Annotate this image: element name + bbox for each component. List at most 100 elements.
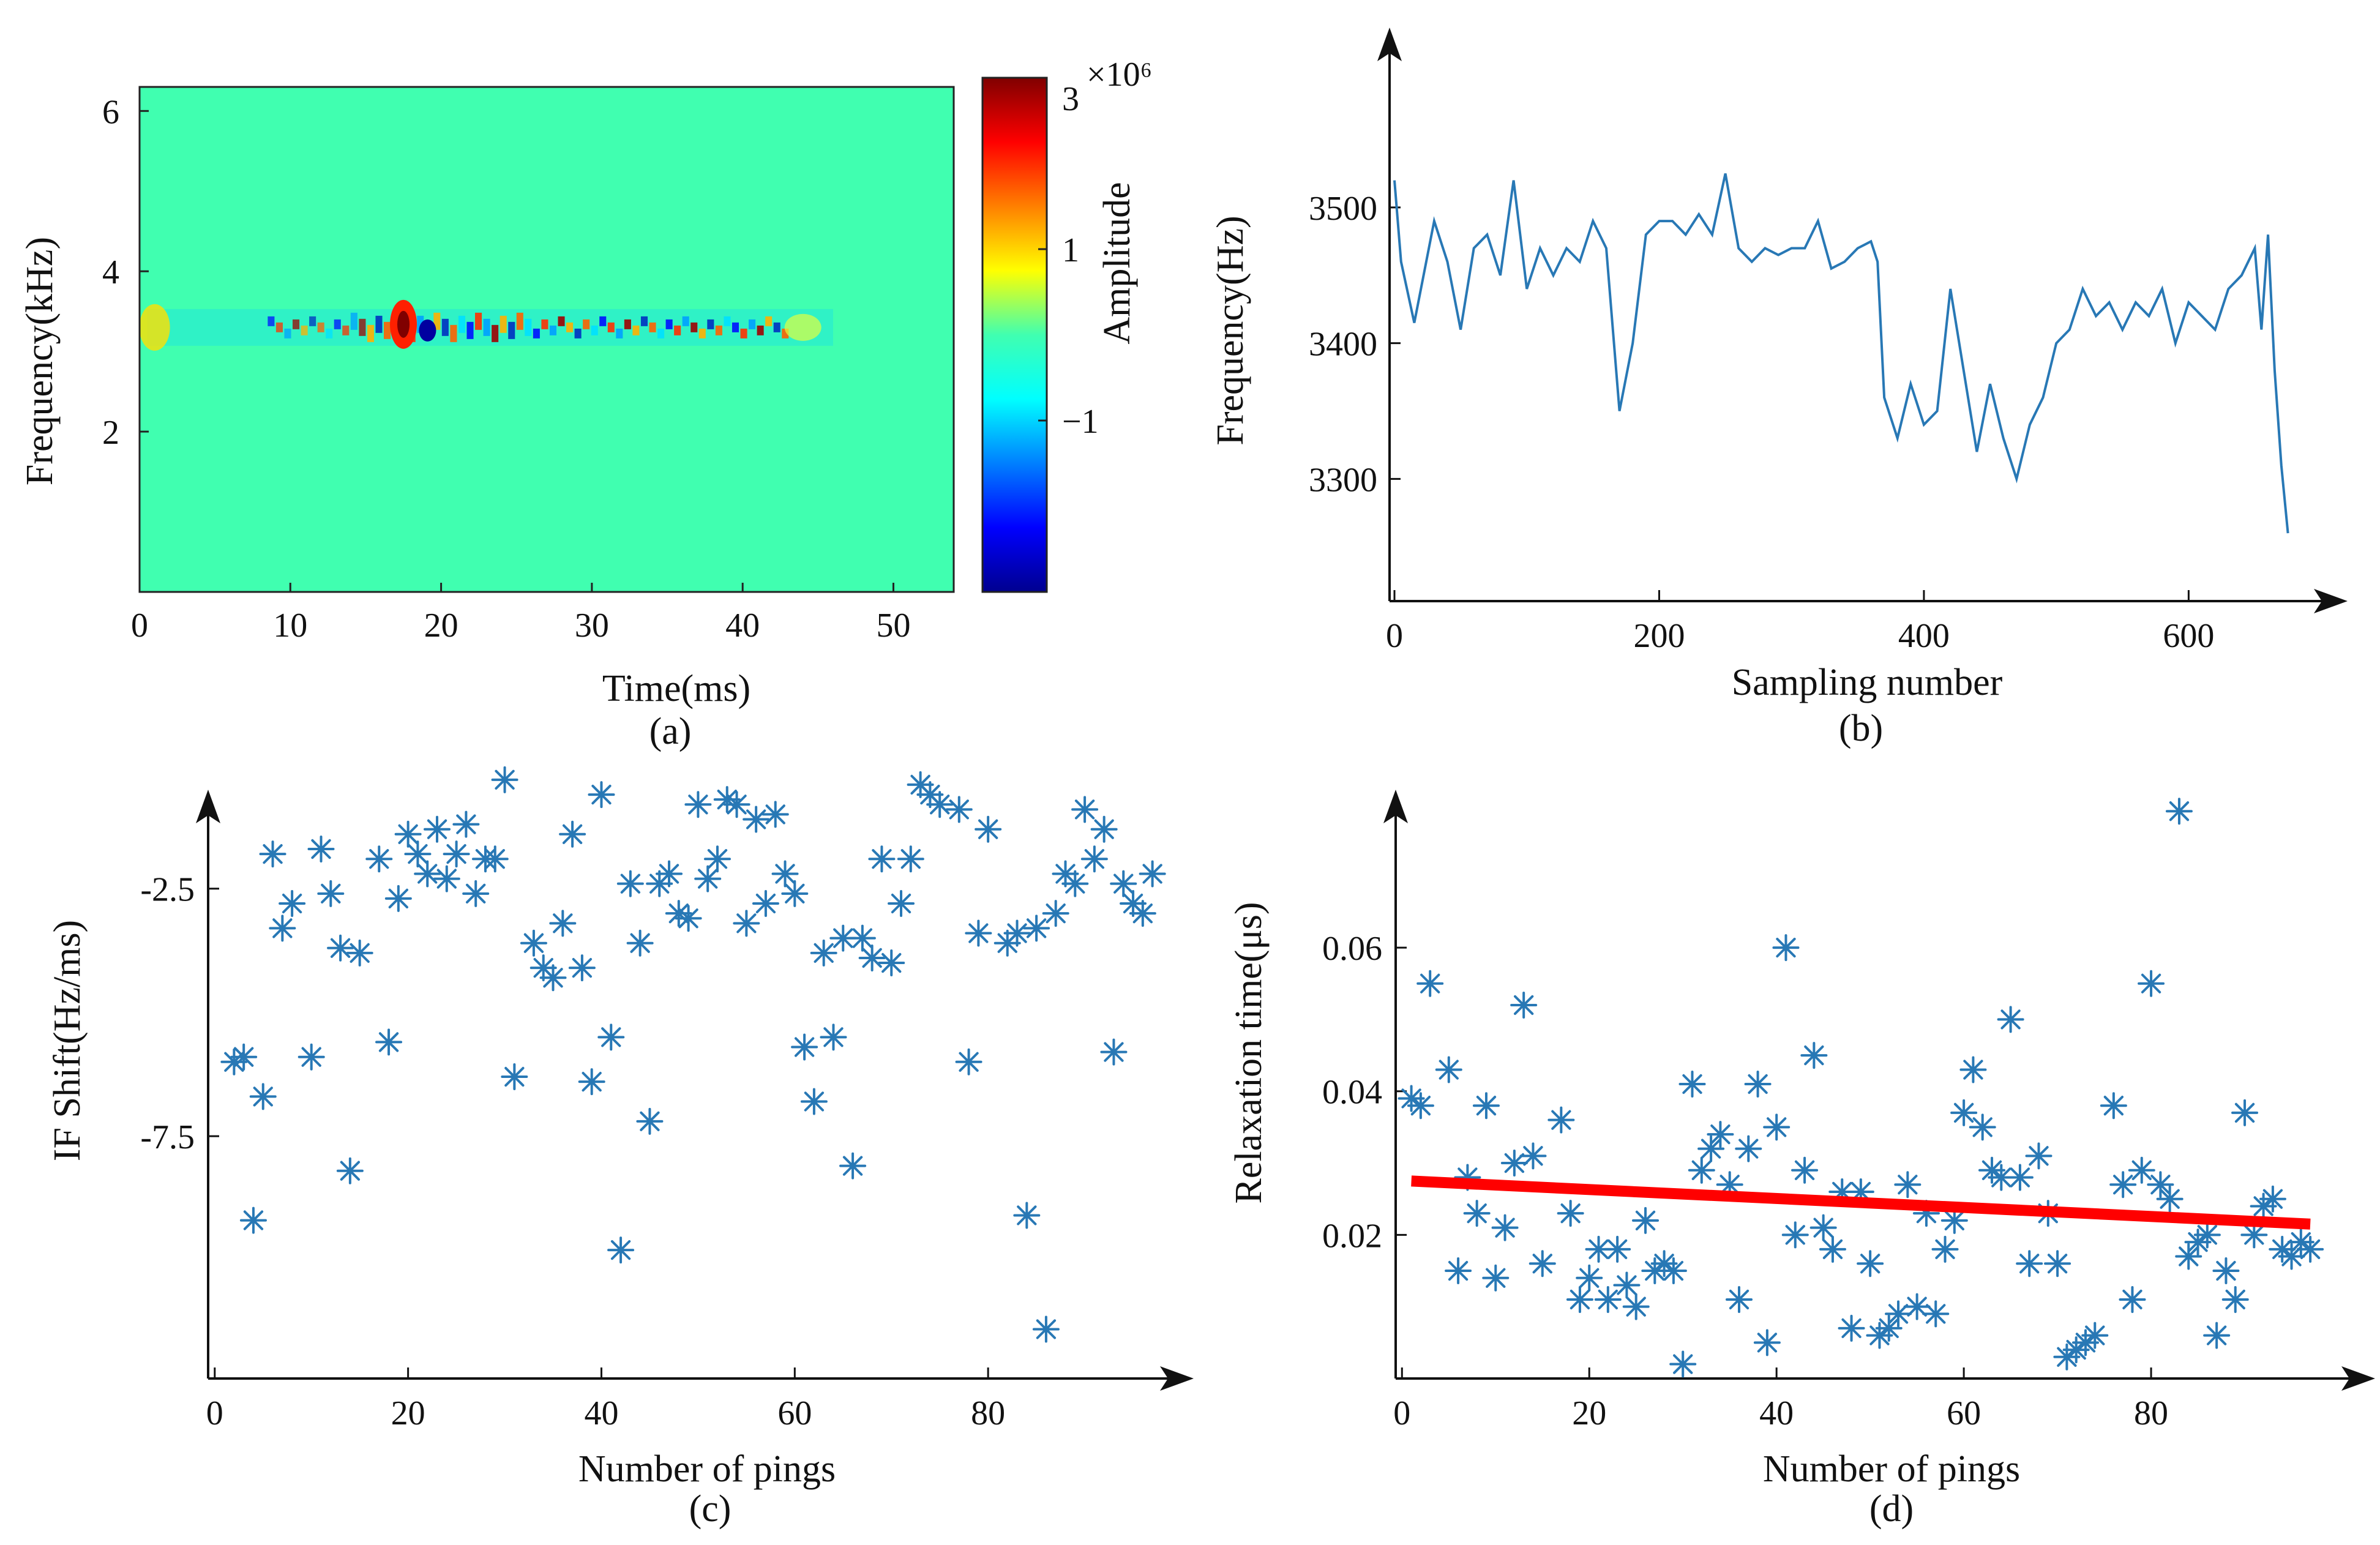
asterisk-stroke	[1532, 1254, 1552, 1274]
d-xtick-label: 40	[1759, 1394, 1794, 1432]
d-point	[2203, 1322, 2231, 1349]
band-stripe	[384, 321, 391, 339]
band-stripe	[715, 325, 722, 335]
asterisk-stroke	[1879, 1318, 1899, 1339]
b-xtick-label: 600	[2163, 617, 2214, 655]
d-fit-line	[1411, 1175, 2311, 1230]
c-point	[1071, 796, 1099, 823]
c-point	[694, 865, 722, 892]
asterisk-stroke	[1953, 1102, 1974, 1123]
c-xtick-label: 20	[391, 1394, 425, 1432]
d-ytick-label: 0.06	[1322, 930, 1382, 968]
c-point	[549, 910, 577, 937]
d-point	[1978, 1156, 2006, 1184]
c-point	[336, 1157, 364, 1184]
band-stripe	[649, 322, 656, 332]
a-ylabel: Frequency(kHz)	[19, 237, 61, 485]
c-point	[848, 924, 876, 952]
asterisk-stroke	[1626, 1296, 1646, 1317]
c-point	[578, 1068, 605, 1096]
d-point	[1632, 1206, 1660, 1234]
asterisk-stroke	[321, 883, 341, 903]
band-end-blob	[784, 313, 821, 341]
b-xtick-label: 0	[1386, 617, 1403, 655]
asterisk-stroke	[1074, 799, 1095, 820]
asterisk-stroke	[900, 849, 921, 869]
d-point	[1519, 1142, 1547, 1170]
asterisk-stroke	[833, 928, 853, 948]
asterisk-stroke	[1673, 1354, 1693, 1374]
band-stripe	[591, 325, 598, 335]
d-point	[1435, 1056, 1462, 1083]
asterisk-stroke	[959, 1052, 979, 1072]
asterisk-stroke	[717, 790, 737, 810]
asterisk-stroke	[2029, 1146, 2049, 1166]
band-stripe	[317, 322, 324, 332]
b-ytick-label: 3400	[1309, 326, 1377, 364]
c-point	[636, 1107, 664, 1135]
asterisk-stroke	[553, 913, 573, 933]
d-y-arrow	[1383, 790, 1408, 823]
d-point	[1800, 1042, 1828, 1069]
c-point	[249, 1083, 277, 1110]
asterisk-stroke	[2206, 1325, 2227, 1345]
d-point	[1744, 1071, 1772, 1098]
c-point	[607, 1236, 635, 1264]
asterisk-stroke	[1123, 893, 1143, 914]
c-caption: (c)	[689, 1488, 732, 1530]
c-point	[443, 840, 470, 868]
c-point	[1042, 900, 1069, 927]
band-stripe	[466, 321, 474, 339]
d-point	[1903, 1293, 1931, 1320]
band-stripe	[533, 328, 540, 339]
asterisk-stroke	[234, 1047, 254, 1067]
band-stripe	[632, 325, 640, 335]
asterisk-stroke	[1514, 995, 1534, 1016]
asterisk-stroke	[2169, 801, 2190, 821]
c-point	[317, 880, 345, 907]
band-stripe	[707, 319, 714, 329]
asterisk-stroke	[1701, 1139, 1721, 1159]
band-stripe	[698, 328, 706, 339]
c-point	[394, 820, 422, 848]
d-point	[1959, 1056, 1987, 1083]
asterisk-stroke	[1860, 1254, 1880, 1274]
asterisk-stroke	[755, 893, 776, 914]
d-point	[2193, 1221, 2221, 1249]
band-stripe	[342, 325, 350, 335]
d-point	[1725, 1285, 1753, 1313]
band-stripe	[433, 312, 441, 330]
asterisk-stroke	[620, 874, 640, 894]
asterisk-stroke	[311, 839, 331, 859]
band-stripe	[516, 312, 523, 330]
c-point	[1032, 1315, 1060, 1343]
d-point	[2147, 1171, 2174, 1199]
asterisk-stroke	[340, 1161, 361, 1181]
b-xlabel: Sampling number	[1732, 662, 2003, 703]
a-xtick-label: 10	[273, 607, 307, 645]
asterisk-stroke	[1869, 1325, 1890, 1345]
asterisk-stroke	[2141, 973, 2161, 993]
d-point	[1688, 1156, 1715, 1184]
asterisk-stroke	[582, 1071, 602, 1092]
band-stripe	[740, 328, 747, 339]
d-point	[1931, 1235, 1959, 1263]
c-point	[733, 910, 760, 937]
asterisk-stroke	[823, 1027, 844, 1047]
asterisk-stroke	[1113, 874, 1134, 894]
b-ytick-label: 3300	[1309, 461, 1377, 499]
asterisk-stroke	[698, 869, 718, 889]
asterisk-stroke	[398, 824, 418, 844]
band-stripe	[500, 315, 507, 333]
a-ytick-label: 4	[102, 253, 119, 291]
c-ytick-label: -2.5	[140, 871, 195, 909]
band-stripe	[441, 318, 449, 336]
d-point	[2259, 1185, 2286, 1213]
asterisk-stroke	[1017, 1205, 1037, 1225]
d-point	[1669, 1350, 1697, 1378]
c-point	[298, 1043, 325, 1071]
asterisk-stroke	[2066, 1339, 2086, 1360]
asterisk-stroke	[1663, 1260, 1684, 1281]
asterisk-stroke	[446, 844, 466, 864]
